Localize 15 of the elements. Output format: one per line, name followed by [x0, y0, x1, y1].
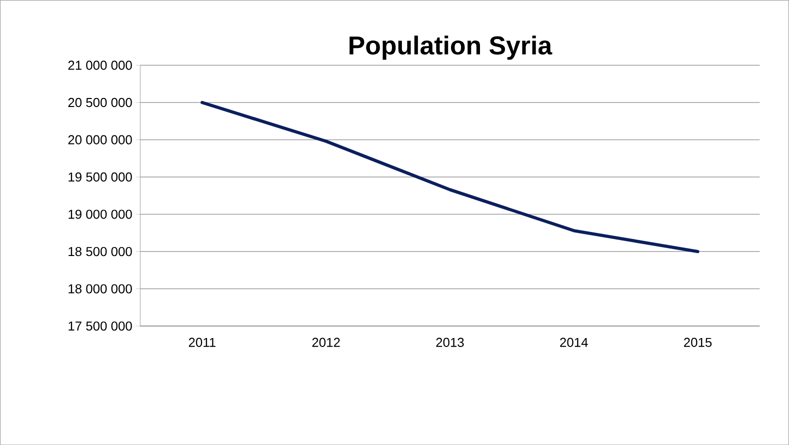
x-tick-label: 2011 [188, 338, 216, 347]
y-tick-label: 18 000 000 [68, 284, 132, 294]
x-tick-label: 2014 [560, 338, 588, 347]
x-tick-label: 2013 [436, 338, 464, 347]
y-tick-label: 20 500 000 [68, 98, 132, 107]
y-tick-label: 19 500 000 [68, 172, 132, 182]
line-series [200, 100, 700, 253]
x-tick-label: 2015 [684, 338, 712, 347]
chart-title: Population Syria [350, 36, 552, 60]
y-tick-label: 17 500 000 [68, 321, 132, 330]
y-tick-label: 21 000 000 [68, 60, 132, 70]
y-tick-label: 18 500 000 [68, 246, 132, 256]
y-tick-label: 19 000 000 [68, 210, 132, 219]
y-tick-label: 20 000 000 [68, 135, 132, 144]
x-tick-label: 2012 [312, 338, 340, 347]
